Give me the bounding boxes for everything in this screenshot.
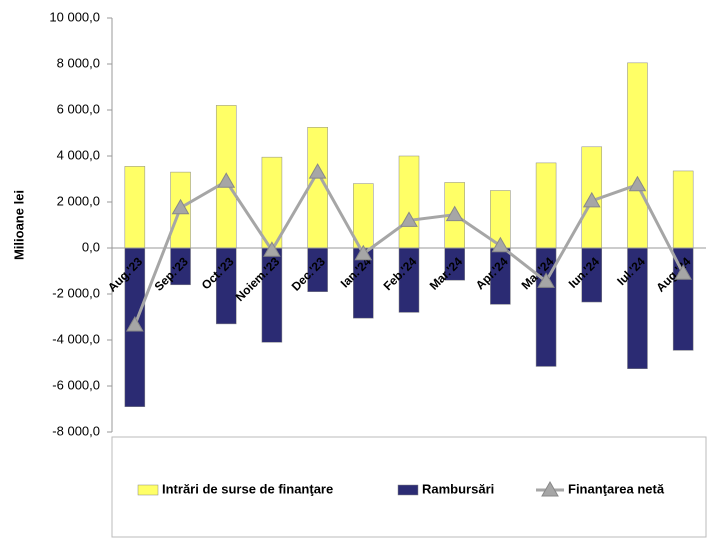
marker [125,316,144,332]
bar [535,162,557,249]
bar [672,170,694,249]
marker [445,205,464,222]
marker [400,211,418,227]
y-tick-label: -6 000,0 [52,377,100,392]
y-tick-label: 8 000,0 [57,55,100,70]
y-tick-label: 0,0 [82,239,100,254]
marker [308,163,327,179]
legend-swatch [397,484,419,496]
y-tick-label: 4 000,0 [57,147,100,162]
y-tick-label: -2 000,0 [52,285,100,300]
legend-marker [541,480,559,497]
marker [491,236,510,253]
bar [627,62,648,249]
y-tick-label: 10 000,0 [49,9,100,24]
y-tick-label: -4 000,0 [52,331,100,346]
marker [354,244,373,261]
bar [124,166,146,249]
marker [628,175,647,192]
marker [171,198,190,215]
y-tick-label: -8 000,0 [52,423,100,438]
legend-swatch [137,484,159,496]
legend-label: Finanţarea netă [568,481,665,496]
y-tick-label: 2 000,0 [57,193,100,208]
y-tick-label: 6 000,0 [57,101,100,116]
marker [263,241,281,257]
y-axis-title: Milioane lei [11,190,26,260]
legend-box [111,436,707,538]
marker [674,264,693,280]
bar [261,156,283,249]
marker [217,172,236,188]
marker [582,191,601,208]
legend-label: Intrări de surse de finanţare [162,481,333,496]
bar [398,155,420,249]
marker [537,272,555,288]
legend-label: Rambursări [422,481,494,496]
